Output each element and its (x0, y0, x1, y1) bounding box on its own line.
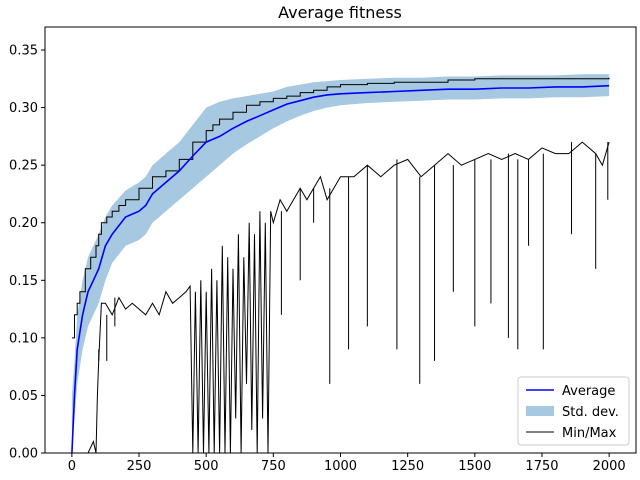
legend-label: Average (562, 384, 615, 399)
x-tick-label: 500 (194, 459, 219, 474)
y-tick-label: 0.10 (9, 331, 38, 346)
x-tick-label: 1250 (391, 459, 424, 474)
average-line (71, 84, 610, 453)
plot-area (71, 74, 610, 453)
x-tick-label: 1500 (458, 459, 491, 474)
chart-title: Average fitness (278, 3, 402, 22)
axes: 0 250 500 750 1000 1250 1500 1750 2000 0.00 0.05 0.… (9, 26, 637, 474)
legend-label: Std. dev. (562, 405, 619, 420)
y-tick-label: 0.25 (9, 159, 38, 174)
y-tick-label: 0.20 (9, 216, 38, 231)
x-tick-label: 1000 (324, 459, 357, 474)
x-tick-label: 750 (261, 459, 286, 474)
y-tick-label: 0.05 (9, 389, 38, 404)
y-tick-label: 0.30 (9, 101, 38, 116)
legend-marker (526, 406, 554, 416)
y-tick-label: 0.00 (9, 447, 38, 462)
legend: Average Std. dev. Min/Max (517, 376, 630, 446)
x-tick-label: 0 (68, 459, 76, 474)
plot-series (71, 74, 610, 453)
max-line (71, 77, 610, 339)
std-dev-band (71, 74, 610, 453)
legend-box (517, 376, 630, 446)
x-tick-label: 1750 (525, 459, 558, 474)
x-tick-label: 250 (127, 459, 152, 474)
y-tick-label: 0.35 (9, 44, 38, 59)
legend-label: Min/Max (562, 426, 617, 441)
x-tick-label: 2000 (593, 459, 626, 474)
y-tick-label: 0.15 (9, 274, 38, 289)
